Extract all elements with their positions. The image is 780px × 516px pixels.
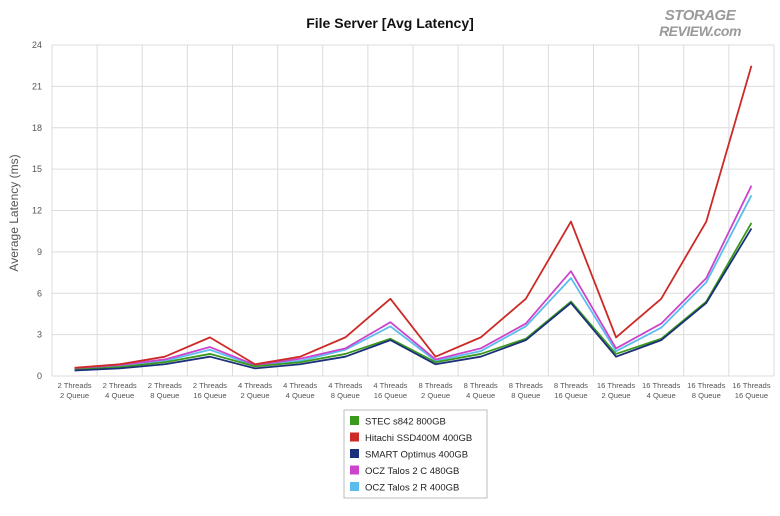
series-line-2 <box>74 227 753 372</box>
x-tick-label-line2: 2 Queue <box>60 391 89 400</box>
x-tick-label-line2: 4 Queue <box>105 391 134 400</box>
y-tick-label: 21 <box>32 81 42 91</box>
legend-swatch-0 <box>350 416 359 425</box>
x-tick-label-line1: 16 Threads <box>687 381 725 390</box>
legend-swatch-4 <box>350 482 359 491</box>
x-tick-label-line1: 4 Threads <box>283 381 317 390</box>
x-tick-label-line1: 8 Threads <box>419 381 453 390</box>
x-tick-label-line2: 4 Queue <box>286 391 315 400</box>
series-line-4 <box>74 194 753 370</box>
x-tick-label-line1: 4 Threads <box>238 381 272 390</box>
x-tick-label-line1: 16 Threads <box>732 381 770 390</box>
x-tick-label-line1: 2 Threads <box>193 381 227 390</box>
x-tick-label-line1: 16 Threads <box>642 381 680 390</box>
x-tick-label-line2: 2 Queue <box>240 391 269 400</box>
legend: STEC s842 800GB Hitachi SSD400M 400GB SMAR… <box>343 409 488 499</box>
x-tick-label-line1: 16 Threads <box>597 381 635 390</box>
x-tick-label-line2: 4 Queue <box>466 391 495 400</box>
series-line-1 <box>74 65 753 369</box>
x-tick-label-line2: 8 Queue <box>511 391 540 400</box>
chart-title: File Server [Avg Latency] <box>306 15 474 31</box>
series-line-0 <box>74 222 753 371</box>
x-tick-label-line2: 2 Queue <box>601 391 630 400</box>
y-tick-label: 0 <box>37 371 42 381</box>
legend-swatch-1 <box>350 432 359 442</box>
logo-line-2: REVIEW.com <box>659 23 741 39</box>
y-tick-label: 12 <box>32 206 42 216</box>
x-tick-label-line2: 8 Queue <box>331 391 360 400</box>
logo-line-1: STORAGE <box>665 7 737 24</box>
y-axis-label: Average Latency (ms) <box>7 154 21 271</box>
y-axis-ticks: 0 3 6 9 12 15 18 21 24 <box>32 40 42 381</box>
legend-label-0: STEC s842 800GB <box>365 417 446 428</box>
x-tick-label-line2: 16 Queue <box>374 391 407 400</box>
x-tick-label-line2: 16 Queue <box>735 391 768 400</box>
x-tick-label-line1: 8 Threads <box>464 381 498 390</box>
grid <box>51 44 775 377</box>
y-tick-label: 24 <box>32 40 42 50</box>
y-tick-label: 18 <box>32 123 42 133</box>
x-tick-label-line2: 4 Queue <box>647 391 676 400</box>
x-tick-label-line1: 8 Threads <box>554 381 588 390</box>
x-tick-label-line2: 16 Queue <box>193 391 226 400</box>
site-logo: STORAGE REVIEW.com <box>659 7 741 39</box>
x-tick-label-line2: 8 Queue <box>150 391 179 400</box>
x-tick-label-line2: 16 Queue <box>554 391 587 400</box>
legend-label-1: Hitachi SSD400M 400GB <box>365 433 472 444</box>
x-tick-label-line1: 2 Threads <box>103 381 137 390</box>
legend-swatch-2 <box>350 449 359 458</box>
legend-label-4: OCZ Talos 2 R 400GB <box>365 483 459 494</box>
legend-frame <box>343 409 488 499</box>
y-tick-label: 15 <box>32 164 42 174</box>
y-tick-label: 9 <box>37 247 42 257</box>
legend-label-2: SMART Optimus 400GB <box>365 450 468 461</box>
series-line-3 <box>74 185 753 370</box>
legend-swatch-3 <box>350 465 359 475</box>
x-tick-label-line1: 2 Threads <box>58 381 92 390</box>
x-tick-label-line1: 4 Threads <box>373 381 407 390</box>
y-tick-label: 3 <box>37 330 42 340</box>
x-tick-label-line1: 2 Threads <box>148 381 182 390</box>
x-tick-label-line2: 8 Queue <box>692 391 721 400</box>
series-lines <box>74 65 753 372</box>
x-tick-label-line2: 2 Queue <box>421 391 450 400</box>
legend-label-3: OCZ Talos 2 C 480GB <box>365 466 459 477</box>
x-tick-label-line1: 8 Threads <box>509 381 543 390</box>
y-tick-label: 6 <box>37 288 42 298</box>
x-tick-label-line1: 4 Threads <box>328 381 362 390</box>
